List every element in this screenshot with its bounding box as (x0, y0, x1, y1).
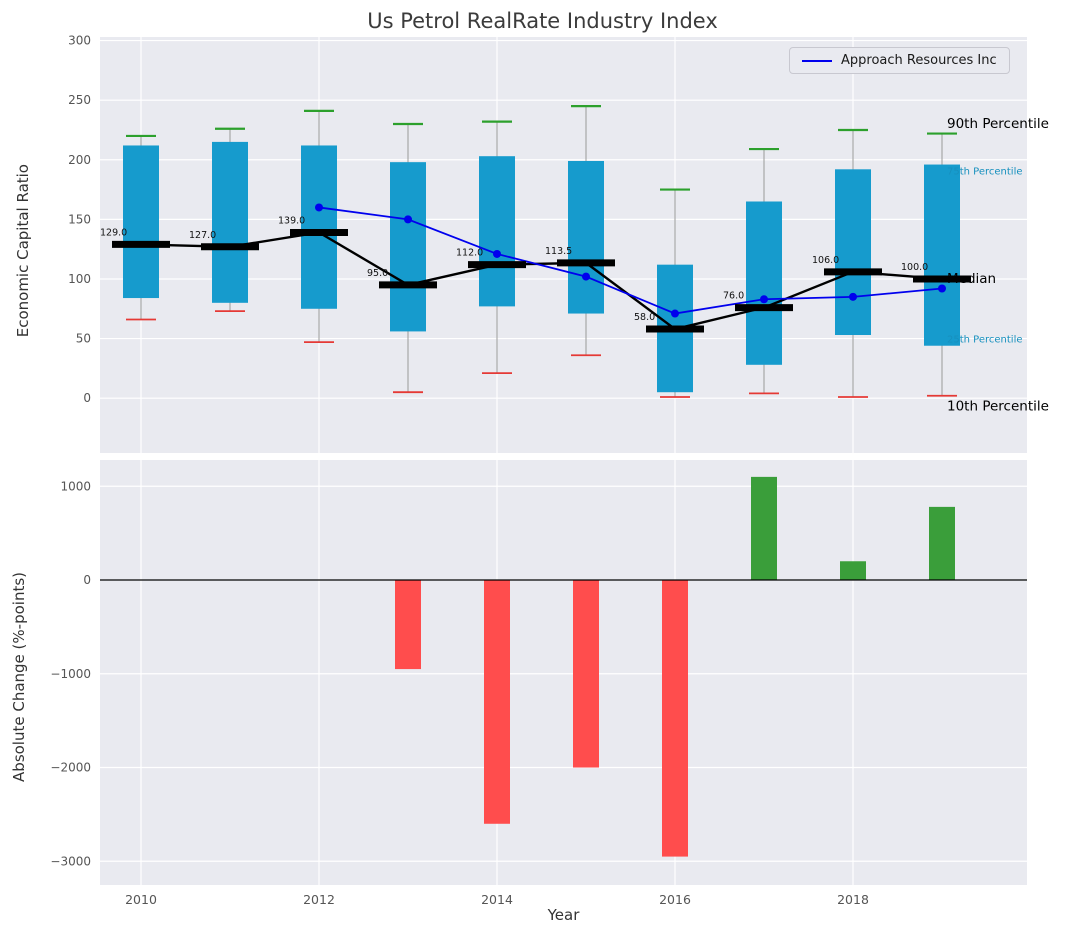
x-axis-label: Year (547, 906, 580, 924)
y-tick-label: 50 (76, 332, 91, 346)
x-tick-label: 2012 (303, 892, 335, 907)
iqr-box (123, 145, 159, 299)
legend-line-sample (802, 59, 832, 62)
y-tick-label: 0 (83, 391, 91, 405)
company-marker (493, 249, 501, 258)
change-bar (751, 476, 777, 581)
median-value-label: 76.0 (723, 291, 744, 302)
median-value-label: 58.0 (634, 312, 655, 323)
chart-title: Us Petrol RealRate Industry Index (367, 9, 718, 33)
iqr-box (301, 145, 337, 309)
median-value-label: 139.0 (278, 215, 305, 226)
annotation-label: 90th Percentile (947, 116, 1049, 132)
iqr-box (390, 162, 426, 332)
company-line (318, 206, 943, 315)
annotation-label: 75th Percentile (947, 167, 1023, 178)
median-value-label: 95.0 (367, 268, 388, 279)
y-tick-label: 150 (68, 212, 91, 226)
median-value-label: 127.0 (189, 230, 216, 241)
iqr-box (479, 156, 515, 307)
iqr-box (568, 160, 604, 314)
x-tick-label: 2014 (481, 892, 513, 907)
change-bar (840, 561, 866, 581)
company-marker (671, 309, 679, 318)
y-tick-label: 0 (83, 573, 91, 587)
median-value-label: 100.0 (901, 262, 928, 273)
y-tick-label: −3000 (50, 854, 91, 868)
company-marker (315, 203, 323, 212)
annotation-label: 10th Percentile (947, 399, 1049, 415)
median-line (140, 231, 943, 331)
iqr-box (212, 141, 248, 303)
y-tick-label: 250 (68, 93, 91, 107)
change-bar (573, 580, 599, 768)
y-tick-label: 1000 (60, 479, 91, 493)
annotation-label: Median (947, 271, 996, 287)
company-marker (938, 284, 946, 293)
y-tick-label: 300 (68, 34, 91, 48)
bottom-plot-background (100, 460, 1027, 885)
y-tick-label: 200 (68, 153, 91, 167)
median-value-label: 129.0 (100, 227, 127, 238)
x-tick-label: 2010 (125, 892, 157, 907)
x-tick-label: 2016 (659, 892, 691, 907)
iqr-box (835, 169, 871, 335)
change-bar (929, 506, 955, 581)
x-tick-label: 2018 (837, 892, 869, 907)
company-marker (404, 215, 412, 224)
legend: Approach Resources Inc (789, 47, 1010, 74)
y-tick-label: −1000 (50, 667, 91, 681)
y-tick-label: 100 (68, 272, 91, 286)
change-bar (484, 580, 510, 824)
median-value-label: 113.5 (545, 246, 572, 257)
company-marker (760, 295, 768, 304)
company-marker (849, 292, 857, 301)
iqr-box (924, 164, 960, 346)
iqr-box (746, 201, 782, 365)
company-marker (582, 272, 590, 281)
median-value-label: 106.0 (812, 255, 839, 266)
median-value-label: 112.0 (456, 248, 483, 259)
change-bar (395, 580, 421, 670)
y-tick-label: −2000 (50, 761, 91, 775)
legend-label: Approach Resources Inc (841, 53, 997, 68)
annotation-label: 25th Percentile (947, 335, 1023, 346)
change-bar (662, 580, 688, 857)
